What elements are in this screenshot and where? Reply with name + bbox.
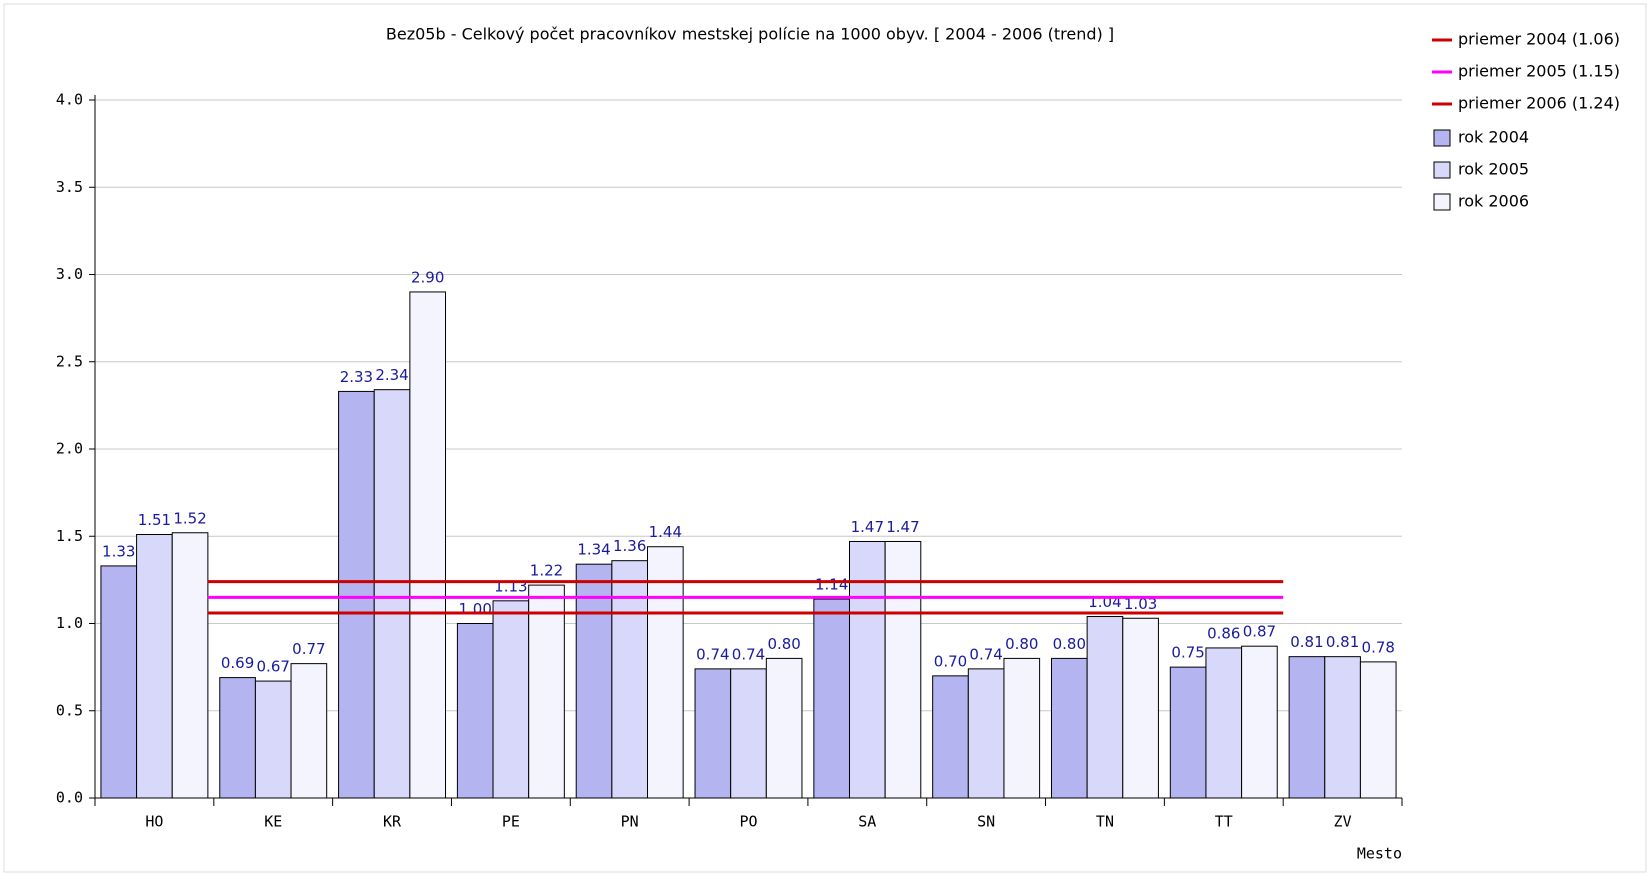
legend-label: rok 2005: [1458, 160, 1529, 179]
x-tick-label: ZV: [1334, 813, 1352, 831]
x-tick-label: HO: [145, 813, 163, 831]
x-tick-label: PE: [502, 813, 520, 831]
value-label: 2.34: [375, 366, 408, 384]
bar: [528, 584, 565, 799]
y-tick-label: 2.0: [56, 440, 83, 458]
bar: [967, 668, 1005, 799]
bar: [730, 668, 767, 799]
x-axis-label: Mesto: [1357, 845, 1402, 863]
y-tick-label: 3.5: [56, 178, 83, 196]
legend-label: priemer 2006 (1.24): [1458, 94, 1620, 113]
value-label: 1.34: [577, 541, 610, 559]
x-tick-label: PN: [621, 813, 639, 831]
value-label: 1.52: [173, 509, 206, 527]
x-tick-label: TN: [1096, 813, 1114, 831]
bar: [813, 598, 850, 799]
value-label: 1.51: [138, 511, 171, 529]
bar: [492, 600, 530, 799]
y-tick-label: 1.0: [56, 614, 83, 632]
bar: [136, 534, 173, 799]
bar: [1359, 661, 1397, 799]
value-label: 2.90: [411, 268, 444, 286]
legend-swatch: [1433, 193, 1451, 211]
value-label: 0.74: [732, 645, 765, 663]
bar: [1050, 657, 1088, 799]
value-label: 2.33: [340, 368, 373, 386]
legend-swatch: [1433, 129, 1451, 147]
bar: [338, 390, 375, 799]
value-label: 0.86: [1207, 624, 1240, 642]
bar: [171, 532, 209, 799]
value-label: 0.80: [1005, 635, 1038, 653]
value-label: 1.47: [886, 518, 919, 536]
frame: [3, 3, 1647, 873]
value-label: 0.75: [1171, 644, 1204, 662]
bar: [1122, 617, 1159, 799]
bar: [1003, 657, 1041, 799]
value-label: 1.44: [649, 523, 682, 541]
x-tick-label: KR: [383, 813, 402, 831]
y-tick-label: 1.5: [56, 527, 83, 545]
y-tick-label: 0.5: [56, 701, 83, 719]
y-tick-label: 4.0: [56, 91, 83, 109]
bar: [611, 560, 649, 799]
value-label: 0.81: [1326, 633, 1359, 651]
value-label: 1.14: [815, 576, 848, 594]
value-label: 1.03: [1124, 595, 1157, 613]
y-tick-label: 0.0: [56, 789, 83, 807]
value-label: 0.80: [767, 635, 800, 653]
value-label: 1.33: [102, 542, 135, 560]
bar: [1205, 647, 1243, 799]
bar: [765, 657, 803, 799]
bar: [219, 677, 256, 799]
y-tick-label: 2.5: [56, 352, 83, 370]
legend-label: rok 2006: [1458, 192, 1529, 211]
value-label: 1.22: [530, 562, 563, 580]
x-tick-label: PO: [739, 813, 757, 831]
x-tick-label: TT: [1215, 813, 1233, 831]
value-label: 0.77: [292, 640, 325, 658]
bar: [1086, 616, 1124, 799]
value-label: 0.69: [221, 654, 254, 672]
value-label: 1.47: [851, 518, 884, 536]
bar: [647, 546, 684, 799]
value-label: 0.80: [1053, 635, 1086, 653]
value-label: 1.04: [1088, 593, 1121, 611]
value-label: 0.74: [969, 645, 1002, 663]
bar: [290, 663, 328, 799]
bar: [884, 540, 922, 799]
legend-label: rok 2004: [1458, 128, 1529, 147]
value-label: 0.78: [1362, 638, 1395, 656]
x-tick-label: KE: [264, 813, 282, 831]
bar: [1241, 645, 1278, 799]
bar: [456, 623, 494, 799]
bar: [100, 565, 138, 799]
bar: [254, 680, 292, 799]
bar: [373, 389, 411, 799]
legend-label: priemer 2005 (1.15): [1458, 62, 1620, 81]
bar: [694, 668, 732, 799]
value-label: 0.81: [1290, 633, 1323, 651]
value-label: 1.36: [613, 537, 646, 555]
bar: [1288, 656, 1326, 799]
value-label: 0.87: [1243, 623, 1276, 641]
value-label: 0.74: [696, 645, 729, 663]
bar: [575, 563, 613, 799]
bar: [1169, 666, 1207, 799]
bar: [848, 540, 886, 799]
value-label: 1.13: [494, 577, 527, 595]
value-label: 1.00: [459, 600, 492, 618]
y-tick-label: 3.0: [56, 265, 83, 283]
legend-label: priemer 2004 (1.06): [1458, 30, 1620, 49]
x-tick-label: SA: [858, 813, 876, 831]
bar: [1324, 656, 1361, 799]
value-label: 0.70: [934, 652, 967, 670]
bar: [932, 675, 969, 799]
chart-title: Bez05b - Celkový počet pracovníkov mests…: [386, 25, 1114, 44]
x-tick-label: SN: [977, 813, 995, 831]
bar: [409, 291, 447, 799]
value-label: 0.67: [257, 658, 290, 676]
legend-swatch: [1433, 161, 1451, 179]
